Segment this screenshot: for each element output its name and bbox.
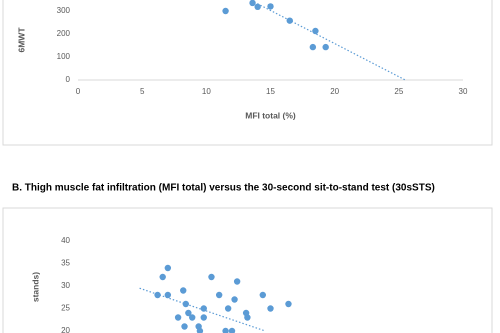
point bbox=[208, 273, 215, 281]
point bbox=[164, 264, 172, 272]
point bbox=[249, 0, 256, 7]
y-tick-label: 0 bbox=[66, 75, 71, 84]
point bbox=[181, 323, 188, 330]
point bbox=[231, 296, 238, 303]
point bbox=[228, 327, 236, 333]
x-tick-label: 25 bbox=[394, 87, 403, 96]
point bbox=[222, 327, 229, 333]
point bbox=[196, 327, 204, 333]
point bbox=[180, 287, 187, 294]
chart-frame bbox=[2, 207, 493, 333]
x-tick-label: 0 bbox=[76, 87, 81, 96]
y-tick-label: 100 bbox=[57, 52, 71, 61]
point bbox=[254, 3, 261, 11]
trendline bbox=[248, 0, 406, 81]
point bbox=[200, 314, 207, 321]
chart-frame bbox=[2, 0, 493, 146]
x-tick-label: 20 bbox=[330, 87, 339, 96]
y-tick-label: 20 bbox=[61, 326, 70, 333]
point bbox=[200, 305, 207, 312]
y-axis-title: 6MWT bbox=[16, 27, 26, 53]
point bbox=[244, 314, 251, 321]
point bbox=[215, 291, 223, 299]
point bbox=[267, 3, 274, 10]
point bbox=[285, 300, 292, 308]
y-tick-label: 200 bbox=[57, 29, 71, 38]
point bbox=[222, 7, 229, 15]
point bbox=[286, 17, 293, 24]
x-axis-title: MFI total (%) bbox=[245, 110, 296, 120]
point bbox=[182, 300, 189, 308]
x-tick-label: 10 bbox=[202, 87, 211, 96]
x-tick-label: 15 bbox=[266, 87, 275, 96]
y-axis-title: stands) bbox=[30, 272, 40, 302]
point bbox=[224, 305, 232, 312]
point bbox=[267, 305, 274, 312]
point bbox=[259, 291, 266, 299]
point bbox=[312, 27, 319, 35]
x-tick-label: 30 bbox=[459, 87, 468, 96]
y-tick-label: 35 bbox=[61, 259, 70, 268]
section-heading: B. Thigh muscle fat infiltration (MFI to… bbox=[12, 183, 435, 194]
point bbox=[164, 291, 172, 299]
point bbox=[154, 291, 161, 299]
y-tick-label: 300 bbox=[57, 6, 71, 15]
y-tick-label: 30 bbox=[61, 281, 70, 290]
y-tick-label: 25 bbox=[61, 304, 70, 313]
point bbox=[233, 278, 241, 285]
point bbox=[189, 314, 196, 321]
point bbox=[159, 273, 166, 281]
point bbox=[322, 43, 329, 51]
y-tick-label: 40 bbox=[61, 236, 70, 245]
point bbox=[309, 43, 317, 51]
point bbox=[174, 314, 182, 321]
point bbox=[185, 309, 192, 317]
x-tick-label: 5 bbox=[140, 87, 145, 96]
